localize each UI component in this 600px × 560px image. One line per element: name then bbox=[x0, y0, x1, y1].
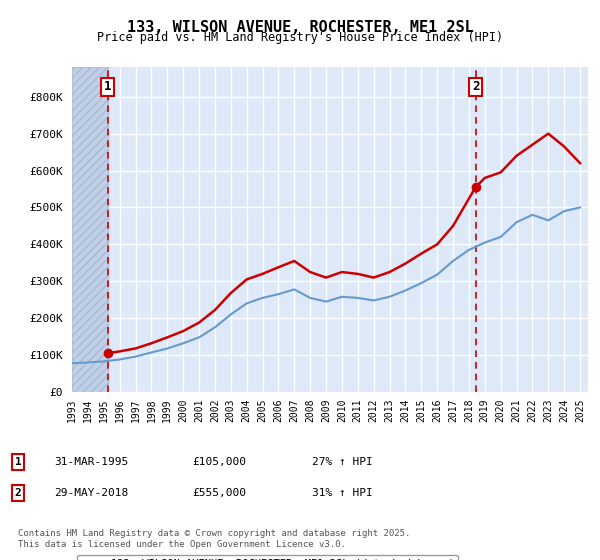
Text: 133, WILSON AVENUE, ROCHESTER, ME1 2SL: 133, WILSON AVENUE, ROCHESTER, ME1 2SL bbox=[127, 20, 473, 35]
Text: 31-MAR-1995: 31-MAR-1995 bbox=[54, 457, 128, 467]
Text: 27% ↑ HPI: 27% ↑ HPI bbox=[312, 457, 373, 467]
Text: 2: 2 bbox=[14, 488, 22, 498]
Bar bbox=[72, 67, 108, 392]
Text: 31% ↑ HPI: 31% ↑ HPI bbox=[312, 488, 373, 498]
Text: Contains HM Land Registry data © Crown copyright and database right 2025.
This d: Contains HM Land Registry data © Crown c… bbox=[18, 529, 410, 549]
Bar bbox=[72, 67, 108, 392]
Text: 1: 1 bbox=[104, 80, 112, 93]
Text: £555,000: £555,000 bbox=[192, 488, 246, 498]
Legend: 133, WILSON AVENUE, ROCHESTER, ME1 2SL (detached house), HPI: Average price, det: 133, WILSON AVENUE, ROCHESTER, ME1 2SL (… bbox=[77, 554, 458, 560]
Text: £105,000: £105,000 bbox=[192, 457, 246, 467]
Text: Price paid vs. HM Land Registry's House Price Index (HPI): Price paid vs. HM Land Registry's House … bbox=[97, 31, 503, 44]
Text: 2: 2 bbox=[472, 80, 479, 93]
Text: 1: 1 bbox=[14, 457, 22, 467]
Text: 29-MAY-2018: 29-MAY-2018 bbox=[54, 488, 128, 498]
